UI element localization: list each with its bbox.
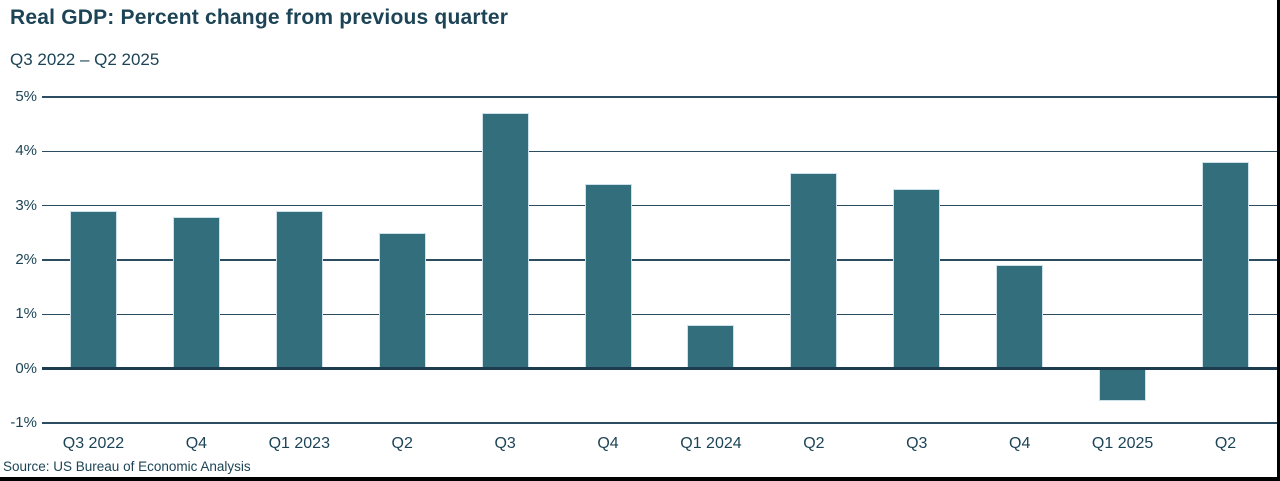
zero-gridline <box>42 367 1277 371</box>
y-axis-tick-label: 3% <box>15 196 37 214</box>
gridline <box>42 259 1277 261</box>
bar-q3-2022 <box>69 211 117 369</box>
gridline <box>42 422 1277 424</box>
x-axis-category-label: Q1 2023 <box>268 435 330 452</box>
x-axis-category-label: Q1 2025 <box>1091 435 1154 452</box>
x-axis-category-label: Q2 <box>1214 435 1237 452</box>
x-axis-category-label: Q4 <box>1009 435 1031 452</box>
bar-q4 <box>996 265 1044 369</box>
chart-subtitle: Q3 2022 – Q2 2025 <box>10 50 160 69</box>
x-axis-category-label: Q4 <box>597 435 619 452</box>
chart-title: Real GDP: Percent change from previous q… <box>10 6 509 29</box>
gridline <box>42 150 1277 153</box>
gridline <box>42 96 1277 98</box>
bar-q3 <box>481 113 529 369</box>
x-axis-category-label: Q3 2022 <box>62 435 125 452</box>
bar-q3 <box>893 189 941 369</box>
x-axis-category-label: Q4 <box>185 435 208 452</box>
x-axis-category-label: Q1 2024 <box>680 435 742 452</box>
bar-q1-2024 <box>687 325 735 369</box>
bar-q1-2023 <box>275 211 323 369</box>
bar-q2 <box>378 232 426 369</box>
y-axis-tick-label: 1% <box>15 305 37 323</box>
x-axis-category-label: Q3 <box>906 435 928 452</box>
gridline <box>42 313 1277 316</box>
y-axis-tick-label: 0% <box>15 359 37 377</box>
bar-q4 <box>584 183 632 369</box>
y-axis-tick-label: -1% <box>10 414 37 431</box>
bar-q2 <box>790 173 838 369</box>
y-axis-tick-label: 5% <box>15 88 37 105</box>
gridline <box>42 204 1277 207</box>
y-axis-tick-label: 4% <box>15 142 37 160</box>
bar-q2 <box>1202 162 1250 369</box>
x-axis-category-label: Q2 <box>803 435 825 452</box>
plot-area <box>42 96 1277 424</box>
x-axis-category-label: Q2 <box>391 435 413 452</box>
bar-q1-2025 <box>1099 368 1147 402</box>
bar-q4 <box>172 216 220 369</box>
source-note: Source: US Bureau of Economic Analysis <box>3 459 251 474</box>
y-axis-tick-label: 2% <box>15 251 37 268</box>
x-axis-category-label: Q3 <box>494 435 516 452</box>
